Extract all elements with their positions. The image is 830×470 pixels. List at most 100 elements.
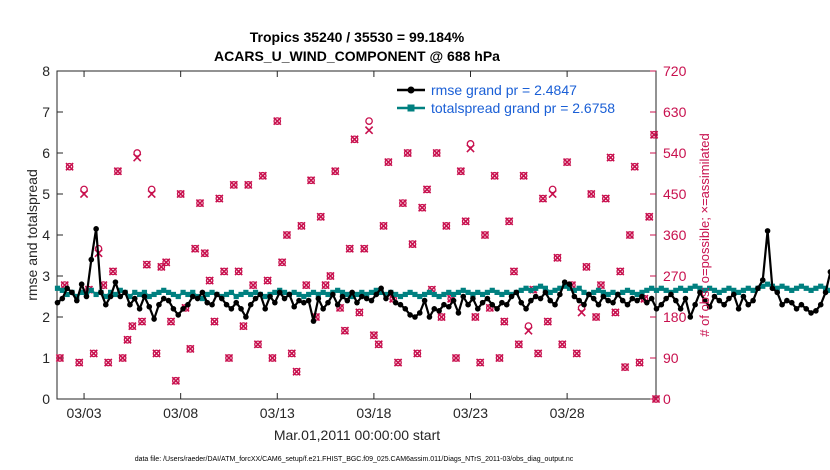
obs-assimilated-stroke — [234, 267, 243, 276]
obs-assimilated-marker — [408, 239, 417, 249]
spread-marker — [547, 289, 553, 295]
rmse-marker — [798, 301, 805, 308]
obs-assimilated-marker — [229, 180, 238, 190]
obs-assimilated-stroke — [297, 221, 306, 231]
spread-marker — [64, 291, 70, 298]
x-axis-label: Mar.01,2011 00:00:00 start — [274, 427, 440, 443]
obs-assimilated-marker — [635, 358, 644, 367]
spread-marker — [528, 287, 534, 293]
x-tick-label: 03/23 — [453, 405, 488, 421]
obs-possible-marker — [302, 281, 311, 289]
rmse-marker — [359, 293, 365, 300]
spread-marker — [827, 287, 830, 293]
obs-assimilated-stroke — [596, 280, 606, 290]
x-tick-label: 03/18 — [356, 405, 391, 421]
obs-assimilated-marker — [316, 212, 325, 221]
obs-possible-marker — [621, 363, 629, 371]
obs-assimilated-stroke — [553, 253, 562, 262]
obs-possible-marker — [220, 267, 228, 276]
obs-assimilated-marker — [630, 162, 639, 171]
rmse-marker — [755, 285, 761, 292]
obs-assimilated-marker — [210, 317, 219, 326]
y-left-tick-label: 8 — [42, 63, 50, 79]
rmse-marker — [701, 297, 708, 304]
spread-marker — [368, 289, 375, 295]
obs-assimilated-stroke — [558, 340, 567, 349]
rmse-marker — [64, 285, 70, 292]
rmse-marker — [629, 295, 636, 302]
obs-assimilated-marker — [538, 194, 548, 203]
obs-assimilated-stroke — [350, 135, 359, 144]
obs-possible-marker — [481, 231, 489, 239]
rmse-marker — [315, 295, 322, 302]
rmse-marker — [291, 303, 297, 310]
obs-assimilated-marker — [55, 353, 65, 363]
rmse-marker — [431, 306, 438, 312]
rmse-marker — [127, 301, 133, 308]
y-axis-right: 0 90 180 270 360 450 540 630 720 — [650, 63, 687, 407]
rmse-marker — [102, 301, 109, 308]
spread-marker — [605, 291, 611, 298]
rmse-marker — [494, 306, 500, 312]
obs-possible-marker — [379, 222, 388, 230]
obs-assimilated-stroke — [374, 340, 383, 349]
obs-assimilated-stroke — [340, 326, 350, 335]
obs-assimilated-marker — [625, 230, 635, 240]
obs-assimilated-stroke — [384, 157, 393, 167]
spread-marker — [687, 285, 693, 291]
rmse-marker — [107, 293, 114, 300]
obs-assimilated-stroke — [519, 171, 528, 180]
spread-marker — [291, 289, 297, 295]
obs-possible-marker — [471, 313, 480, 321]
obs-possible-marker — [519, 171, 528, 180]
obs-assimilated-stroke — [152, 349, 161, 358]
obs-assimilated-stroke — [113, 167, 123, 176]
rmse-marker — [305, 297, 312, 304]
obs-assimilated-stroke — [335, 303, 345, 313]
rmse-marker — [257, 291, 264, 298]
obs-assimilated-marker — [123, 335, 132, 344]
obs-possible-marker — [118, 354, 127, 362]
obs-assimilated-stroke — [413, 349, 422, 358]
obs-possible-marker — [548, 185, 557, 194]
obs-possible-marker — [360, 244, 369, 253]
rmse-marker — [484, 295, 491, 302]
rmse-marker — [817, 301, 824, 308]
rmse-marker — [827, 269, 830, 275]
spread-marker — [54, 285, 61, 291]
y-right-tick-label: 630 — [663, 104, 687, 120]
spread-marker — [325, 291, 331, 298]
rmse-marker — [750, 297, 756, 304]
obs-assimilated-marker — [533, 349, 543, 358]
spread-marker — [137, 291, 143, 298]
spread-marker — [59, 287, 65, 293]
obs-assimilated-marker — [509, 267, 519, 276]
obs-possible-marker — [104, 358, 113, 367]
obs-assimilated-stroke — [466, 144, 475, 153]
obs-possible-marker — [345, 244, 354, 253]
obs-assimilated-stroke — [480, 230, 490, 240]
obs-assimilated-stroke — [606, 153, 615, 162]
rmse-marker — [508, 293, 515, 300]
rmse-marker — [175, 312, 182, 318]
obs-possible-marker — [186, 345, 195, 353]
rmse-marker — [793, 306, 800, 312]
obs-assimilated-stroke — [403, 148, 412, 158]
obs-assimilated-marker — [364, 126, 374, 135]
obs-assimilated-stroke — [509, 267, 519, 276]
rmse-marker — [378, 285, 384, 292]
obs-possible-marker — [456, 167, 465, 176]
spread-marker — [272, 289, 278, 295]
rmse-marker — [547, 297, 554, 304]
rmse-marker — [310, 318, 317, 324]
rmse-marker — [296, 297, 302, 304]
rmse-marker — [803, 306, 810, 312]
legend-label-spread: totalspread grand pr = 2.6758 — [431, 100, 615, 116]
spread-marker — [306, 291, 312, 298]
obs-assimilated-marker — [118, 353, 127, 363]
spread-marker — [475, 289, 481, 295]
spread-marker — [673, 287, 679, 293]
obs-possible-marker — [249, 281, 257, 289]
spread-marker — [79, 289, 85, 295]
obs-assimilated-marker — [543, 317, 552, 326]
